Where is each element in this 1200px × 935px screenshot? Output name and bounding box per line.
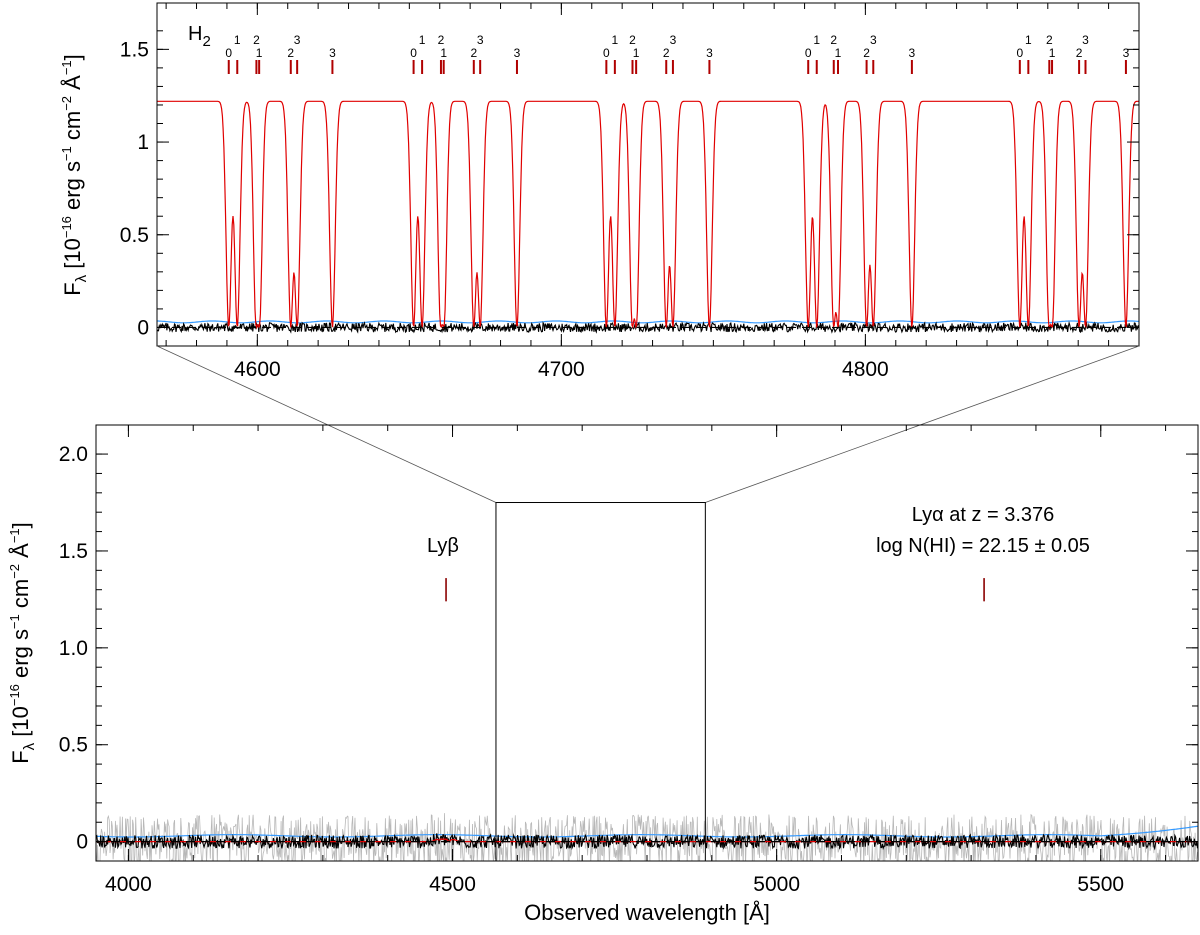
h2-j-label: 3 [294, 33, 301, 47]
y-tick-label: 2.0 [59, 443, 88, 466]
h2-j-label: 0 [1016, 46, 1023, 60]
h2-j-label: 2 [663, 46, 670, 60]
h2-j-label: 2 [287, 46, 294, 60]
h2-j-label: 0 [805, 46, 812, 60]
h2-transition-markers: 01 21 233 01 21 233 01 21 233 01 21 233 01 21 233 [225, 33, 1130, 74]
y-tick-label: 1.5 [120, 38, 149, 61]
h2-molecule-label: H2 [188, 23, 211, 50]
zoom-region-box [495, 502, 706, 862]
h2-j-label: 3 [477, 33, 484, 47]
top-flux-series [157, 320, 1139, 334]
top-y-axis: 0 0.5 1 1.5 [120, 30, 1139, 339]
h2-j-label: 1 [256, 46, 263, 60]
bottom-x-axis-title: Observed wavelength [Å] [524, 900, 770, 925]
h2-j-label: 2 [253, 33, 260, 47]
bottom-y-axis: 0 0.5 1.0 1.5 2.0 [59, 443, 1198, 854]
h2-j-label: 0 [225, 46, 232, 60]
y-tick-label: 0 [76, 831, 88, 854]
h2-j-label: 3 [1082, 33, 1089, 47]
bottom-plot-area [96, 813, 1198, 861]
x-tick-label: 4700 [538, 358, 585, 381]
h2-j-label: 1 [612, 33, 619, 47]
h2-j-label: 3 [1123, 46, 1130, 60]
h2-j-label: 1 [440, 46, 447, 60]
h2-j-label: 0 [603, 46, 610, 60]
h2-j-label: 2 [863, 46, 870, 60]
h2-j-label: 3 [514, 46, 521, 60]
raw-flux-series [96, 813, 1198, 861]
top-plot-area [157, 100, 1139, 334]
column-density-label: log N(HI) = 22.15 ± 0.05 [876, 535, 1090, 557]
bottom-x-axis: 4000 4500 5000 5500 [105, 425, 1167, 896]
h2-j-label: 1 [633, 46, 640, 60]
bottom-panel-frame [95, 424, 1199, 862]
binned-flux-series [96, 833, 1198, 851]
y-tick-label: 0.5 [120, 224, 149, 247]
top-y-axis-title: Fλ [10−16 erg s−1 cm−2 Å−1] [59, 54, 90, 296]
h2-j-label: 1 [234, 33, 241, 47]
h2-j-label: 2 [830, 33, 837, 47]
top-panel: 4600 4700 4800 00.511.5 01 21 233 01 21 233 01 21… [59, 2, 1140, 381]
y-tick-label: 0.5 [59, 734, 88, 757]
h2-j-label: 1 [419, 33, 426, 47]
y-tick-label: 0 [137, 316, 149, 339]
x-tick-label: 4500 [429, 873, 476, 896]
h2-j-label: 2 [1046, 33, 1053, 47]
h2-j-label: 2 [470, 46, 477, 60]
h2-j-label: 1 [1049, 46, 1056, 60]
y-tick-label: 1.5 [59, 540, 88, 563]
x-tick-label: 5500 [1077, 873, 1124, 896]
h2-j-label: 1 [813, 33, 820, 47]
h2-j-label: 1 [835, 46, 842, 60]
zoom-connector-right [705, 345, 1140, 503]
h2-j-label: 0 [410, 46, 417, 60]
zoom-connector-left [156, 345, 497, 503]
h2-j-label: 2 [1076, 46, 1083, 60]
bottom-y-axis-title: Fλ [10−16 erg s−1 cm−2 Å−1] [7, 522, 38, 764]
top-model-series [157, 100, 1139, 330]
h2-j-label: 1 [1025, 33, 1032, 47]
x-tick-label: 4600 [234, 358, 281, 381]
top-panel-frame [156, 2, 1140, 347]
h2-j-label: 3 [670, 33, 677, 47]
h2-j-label: 2 [438, 33, 445, 47]
bottom-panel: 4000 4500 5000 5500 0 0.5 1.0 1.5 2.0 Lyβ Lyα a… [7, 424, 1199, 925]
x-tick-label: 4000 [105, 873, 152, 896]
y-tick-label: 1 [137, 131, 149, 154]
h2-j-label: 2 [629, 33, 636, 47]
top-x-axis: 4600 4700 4800 [165, 3, 1140, 381]
error-series [96, 825, 1198, 838]
top-error-series [157, 320, 1139, 324]
x-tick-label: 4800 [842, 358, 889, 381]
x-tick-label: 5000 [753, 873, 800, 896]
h2-j-label: 3 [909, 46, 916, 60]
h2-j-label: 3 [329, 46, 336, 60]
y-tick-label: 1.0 [59, 637, 88, 660]
h2-j-label: 3 [870, 33, 877, 47]
h2-j-label: 3 [706, 46, 713, 60]
lya-redshift-label: Lyα at z = 3.376 [912, 504, 1055, 526]
lyb-label: Lyβ [427, 535, 459, 557]
